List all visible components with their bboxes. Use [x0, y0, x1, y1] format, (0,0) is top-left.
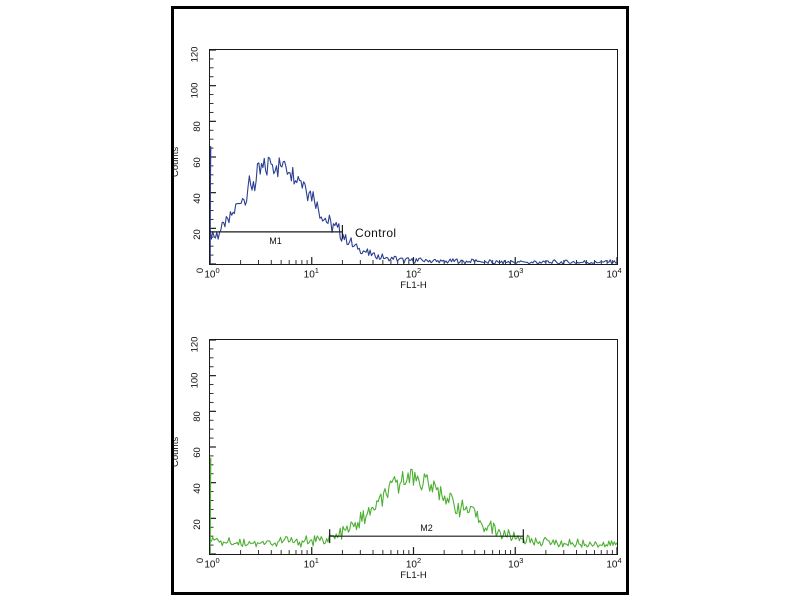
y-tick-value: 120: [189, 336, 201, 353]
y-tick-value: 60: [192, 157, 204, 168]
y-axis-top: Counts 0 20 40 60 80 100 120: [170, 46, 209, 274]
y-axis-title-bottom: Counts: [170, 436, 181, 467]
x-tick-exponent: 0: [215, 266, 220, 275]
x-tick-exponent: 0: [215, 556, 220, 565]
x-tick-mantissa: 10: [204, 269, 216, 281]
histogram-panel-top: Counts 0 20 40 60 80 100 120 100 101 102 103 104 F…: [170, 9, 632, 299]
histogram-polyline: [210, 457, 617, 548]
x-tick-mantissa: 10: [204, 559, 216, 571]
x-tick-label: 104: [606, 266, 621, 280]
x-tick-label: 101: [304, 556, 319, 570]
y-tick-value: 20: [192, 519, 204, 530]
y-tick-value: 80: [192, 121, 204, 132]
annotation-control-label: Control: [355, 225, 397, 240]
y-tick-value: 40: [192, 483, 204, 494]
y-tick-value: 40: [192, 193, 204, 204]
x-tick-mantissa: 10: [508, 269, 520, 281]
x-tick-labels-bottom: 100 101 102 103 104: [204, 556, 621, 576]
x-tick-mantissa: 10: [405, 559, 417, 571]
x-tick-exponent: 2: [416, 266, 422, 275]
histogram-trace-bottom: [210, 340, 617, 554]
y-tick-value: 120: [189, 46, 201, 63]
y-tick-value: 80: [192, 411, 204, 422]
x-tick-label: 103: [508, 266, 523, 280]
marker-label-m2: M2: [417, 523, 436, 533]
region-marker-m1: [210, 224, 343, 239]
y-axis-title-top: Counts: [170, 146, 181, 177]
x-tick-label: 103: [508, 556, 523, 570]
x-tick-exponent: 2: [416, 556, 422, 565]
x-tick-exponent: 3: [519, 266, 524, 275]
x-axis-title-top: FL1-H: [400, 280, 427, 291]
x-tick-exponent: 4: [617, 556, 622, 565]
x-tick-mantissa: 10: [606, 559, 618, 571]
x-tick-mantissa: 10: [508, 559, 520, 571]
x-tick-mantissa: 10: [303, 559, 315, 571]
x-tick-mantissa: 10: [303, 269, 315, 281]
x-tick-exponent: 4: [617, 266, 622, 275]
y-axis-bottom: Counts 0 20 40 60 80 100 120: [170, 336, 209, 564]
x-axis-title-bottom: FL1-H: [400, 570, 427, 581]
x-tick-label: 100: [204, 556, 219, 570]
y-tick-value: 60: [192, 447, 204, 458]
region-marker-m2: [329, 529, 524, 544]
x-tick-label: 102: [406, 556, 421, 570]
x-tick-label: 104: [606, 556, 621, 570]
histogram-trace-top: [210, 50, 617, 264]
x-tick-mantissa: 10: [606, 269, 618, 281]
marker-label-m1: M1: [266, 235, 285, 246]
plot-area-top: [209, 49, 618, 265]
x-tick-mantissa: 10: [405, 269, 417, 281]
y-tick-value: 100: [189, 82, 201, 99]
figure-outer-frame: Counts 0 20 40 60 80 100 120 100 101 102 103 104 F…: [170, 6, 632, 595]
x-tick-exponent: 1: [314, 266, 319, 275]
x-tick-exponent: 1: [314, 556, 319, 565]
plot-area-bottom: [209, 339, 618, 555]
x-tick-labels-top: 100 101 102 103 104: [204, 266, 621, 286]
y-tick-value: 100: [189, 372, 201, 389]
histogram-panel-bottom: Counts 0 20 40 60 80 100 120 100 101 102 103 104 F…: [170, 299, 632, 593]
x-tick-label: 100: [204, 266, 219, 280]
x-tick-label: 102: [406, 266, 421, 280]
x-tick-exponent: 3: [519, 556, 524, 565]
y-tick-value: 20: [192, 229, 204, 240]
histogram-polyline: [210, 146, 617, 264]
x-tick-label: 101: [304, 266, 319, 280]
